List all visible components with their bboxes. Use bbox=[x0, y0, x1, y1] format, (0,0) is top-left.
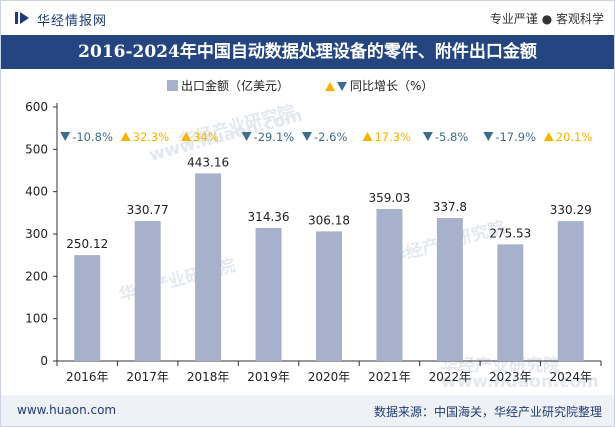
brand-slogan: 专业严谨 ● 客观科学 bbox=[489, 12, 604, 26]
watermark-text: 华经产业研究院 bbox=[441, 355, 560, 376]
growth-label: -5.8% bbox=[435, 130, 468, 144]
x-tick-label: 2024年 bbox=[550, 370, 593, 384]
growth-label: -17.9% bbox=[495, 130, 536, 144]
growth-up-icon bbox=[181, 132, 192, 141]
growth-label: 32.3% bbox=[133, 130, 170, 144]
legend: 出口金额（亿美元） 同比增长（%） bbox=[167, 78, 433, 93]
y-tick-label: 300 bbox=[25, 227, 48, 241]
legend-swatch-bars bbox=[167, 80, 178, 91]
bar bbox=[497, 244, 524, 361]
bar bbox=[316, 231, 342, 361]
x-tick-label: 2018年 bbox=[187, 370, 230, 384]
legend-label-growth: 同比增长（%） bbox=[350, 79, 433, 93]
legend-down-icon bbox=[337, 82, 347, 91]
y-tick-label: 0 bbox=[40, 354, 48, 368]
bar bbox=[134, 220, 161, 361]
bar bbox=[74, 255, 101, 361]
bar bbox=[557, 221, 584, 361]
y-tick-label: 500 bbox=[25, 142, 48, 156]
growth-label: -29.1% bbox=[254, 130, 295, 144]
bar-value-label: 443.16 bbox=[187, 155, 229, 169]
bar-value-label: 330.29 bbox=[550, 203, 592, 217]
watermark-layer: 华经产业研究院华经产业研究院华经产业研究院华经产业研究院www.huaon.co… bbox=[117, 101, 599, 392]
bar bbox=[195, 173, 222, 361]
legend-label-bars: 出口金额（亿美元） bbox=[181, 78, 289, 93]
bar-value-label: 330.77 bbox=[127, 203, 169, 217]
legend-up-icon bbox=[325, 82, 335, 91]
growth-label: 34% bbox=[193, 130, 219, 144]
growth-up-icon bbox=[543, 132, 554, 141]
chart-title: 2016-2024年中国自动数据处理设备的零件、附件出口金额 bbox=[78, 42, 537, 62]
y-tick-label: 100 bbox=[25, 312, 48, 326]
bar-value-label: 359.03 bbox=[368, 191, 410, 205]
growth-label: 17.3% bbox=[374, 130, 411, 144]
bar bbox=[255, 227, 282, 361]
x-tick-label: 2016年 bbox=[66, 370, 109, 384]
growth-down-icon bbox=[483, 132, 494, 141]
growth-down-icon bbox=[60, 132, 71, 141]
growth-label: -2.6% bbox=[314, 130, 347, 144]
y-tick-label: 600 bbox=[25, 100, 48, 114]
footer: www.huaon.com 数据来源：中国海关，华经产业研究院整理 bbox=[1, 395, 614, 426]
footer-source: 数据来源：中国海关，华经产业研究院整理 bbox=[373, 405, 602, 419]
growth-row: -10.8% 32.3% 34% -29.1% -2.6% 17.3% -5.8% -17.9… bbox=[60, 130, 592, 144]
growth-up-icon bbox=[362, 132, 373, 141]
brand-name: 华经情报网 bbox=[37, 14, 108, 29]
brand-logo-icon bbox=[15, 12, 29, 24]
top-bar: 华经情报网 专业严谨 ● 客观科学 bbox=[1, 1, 614, 35]
x-tick-label: 2020年 bbox=[308, 370, 351, 384]
x-tick-label: 2022年 bbox=[429, 370, 472, 384]
x-tick-label: 2021年 bbox=[368, 370, 411, 384]
bar-series: 250.12 2016年 330.77 2017年 443.16 2018年 314.36 2… bbox=[66, 155, 592, 384]
bar-value-label: 314.36 bbox=[248, 210, 290, 224]
bar bbox=[376, 209, 403, 361]
x-tick-label: 2023年 bbox=[489, 370, 532, 384]
growth-down-icon bbox=[241, 132, 252, 141]
title-bar: 2016-2024年中国自动数据处理设备的零件、附件出口金额 bbox=[1, 35, 614, 69]
growth-label: -10.8% bbox=[72, 130, 113, 144]
x-tick-label: 2017年 bbox=[126, 370, 169, 384]
watermark-text: www.huaon.com bbox=[441, 372, 599, 392]
y-tick-label: 400 bbox=[25, 185, 48, 199]
bar bbox=[436, 217, 463, 361]
growth-down-icon bbox=[422, 132, 433, 141]
bar-chart: 华经产业研究院华经产业研究院华经产业研究院华经产业研究院www.huaon.co… bbox=[25, 78, 602, 392]
bar-value-label: 337.8 bbox=[433, 200, 467, 214]
growth-down-icon bbox=[302, 132, 312, 141]
y-tick-label: 200 bbox=[25, 269, 48, 283]
bar-value-label: 306.18 bbox=[308, 213, 350, 227]
growth-up-icon bbox=[120, 132, 131, 141]
growth-label: 20.1% bbox=[556, 130, 593, 144]
bar-value-label: 250.12 bbox=[66, 237, 108, 251]
x-tick-label: 2019年 bbox=[247, 370, 290, 384]
bar-value-label: 275.53 bbox=[489, 226, 531, 240]
footer-url: www.huaon.com bbox=[17, 403, 117, 417]
